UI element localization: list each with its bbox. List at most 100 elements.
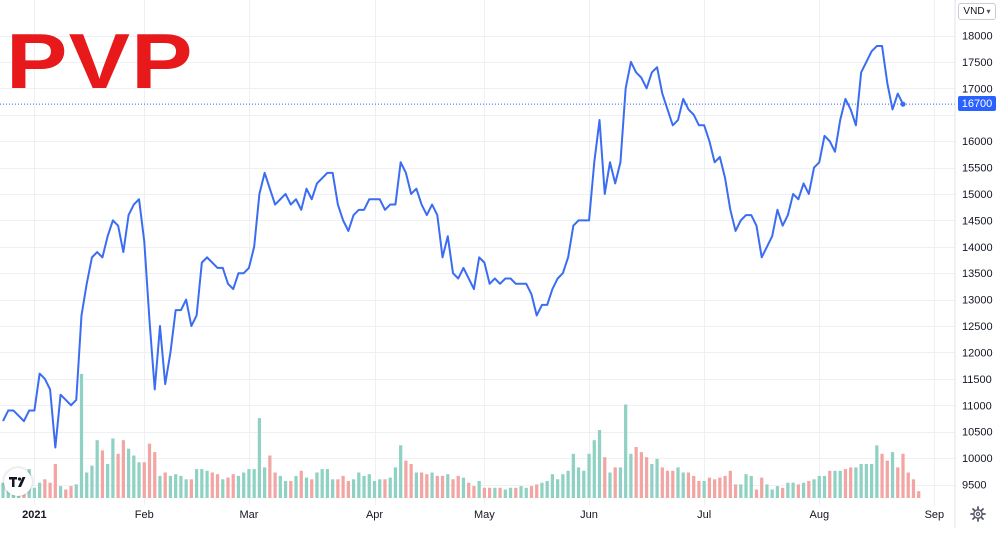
volume-bar xyxy=(43,479,47,498)
volume-bar xyxy=(451,479,455,498)
volume-bar xyxy=(655,458,659,498)
volume-bar xyxy=(90,465,94,498)
volume-bar xyxy=(32,487,37,498)
volume-bar xyxy=(493,487,497,498)
volume-bar xyxy=(890,452,895,498)
time-axis[interactable]: 2021 Feb Mar Apr May Jun Jul Aug Sep xyxy=(22,509,944,521)
volume-bar xyxy=(263,467,267,498)
volume-bar xyxy=(399,445,403,498)
volume-bar xyxy=(100,450,105,498)
volume-bar xyxy=(388,477,392,498)
volume-bar xyxy=(869,464,874,498)
volume-bar xyxy=(383,479,387,498)
volume-bar xyxy=(179,475,183,498)
volume-bar xyxy=(796,484,800,498)
volume-bar xyxy=(111,438,115,498)
volume-bar xyxy=(535,484,539,498)
volume-bar xyxy=(786,482,790,498)
volume-bar xyxy=(707,477,712,498)
tradingview-logo-icon[interactable] xyxy=(4,468,32,496)
time-axis-label: Mar xyxy=(239,509,258,521)
volume-bar xyxy=(341,475,345,498)
time-axis-label: 2021 xyxy=(22,509,46,521)
volume-bar xyxy=(189,479,193,498)
volume-bar xyxy=(299,470,303,498)
volume-bar xyxy=(754,489,759,498)
chevron-down-icon: ▾ xyxy=(986,7,991,16)
volume-bar xyxy=(304,477,309,498)
volume-bar xyxy=(362,475,366,498)
volume-bar xyxy=(221,479,225,498)
volume-bar xyxy=(561,474,565,498)
volume-bar xyxy=(901,453,905,498)
volume-bar xyxy=(236,475,241,498)
volume-bar xyxy=(278,475,282,498)
volume-bar xyxy=(676,467,680,498)
volume-bar xyxy=(859,464,863,498)
price-axis-label: 16000 xyxy=(962,136,993,148)
volume-bar xyxy=(126,448,131,498)
volume-bar xyxy=(325,469,330,498)
volume-bar xyxy=(629,453,633,498)
volume-bar xyxy=(524,487,528,498)
volume-bar xyxy=(147,443,152,498)
volume-bar xyxy=(257,418,262,498)
volume-bar xyxy=(508,487,513,498)
volume-bar xyxy=(200,469,204,498)
volume-bar xyxy=(828,470,832,498)
volume-bar xyxy=(95,440,99,498)
volume-bar xyxy=(556,479,560,498)
volume-bar xyxy=(529,486,534,498)
price-axis-label: 10000 xyxy=(962,453,993,465)
volume-bar xyxy=(498,487,502,498)
volume-bar xyxy=(603,457,607,498)
volume-bar xyxy=(744,474,748,498)
volume-bar xyxy=(906,472,910,498)
gear-icon[interactable] xyxy=(968,504,988,524)
volume-bar xyxy=(357,472,361,498)
volume-bar xyxy=(194,469,199,498)
price-axis-label: 12500 xyxy=(962,321,993,333)
volume-bar xyxy=(273,472,277,498)
volume-bar xyxy=(697,481,701,498)
volume-bar xyxy=(425,474,429,498)
volume-bar xyxy=(519,486,523,498)
last-price-point xyxy=(900,101,906,107)
volume-bar xyxy=(69,486,73,498)
currency-select[interactable]: VND ▾ xyxy=(958,3,996,20)
volume-bar xyxy=(372,481,377,498)
volume-bar xyxy=(571,453,575,498)
volume-bar xyxy=(106,464,110,498)
volume-bar xyxy=(456,475,460,498)
time-axis-label: Apr xyxy=(366,509,383,521)
volume-bar xyxy=(48,482,52,498)
grid xyxy=(0,0,955,505)
price-axis-label: 12000 xyxy=(962,347,993,359)
volume-bar xyxy=(770,489,774,498)
volume-bar xyxy=(545,481,549,498)
volume-bar xyxy=(252,469,256,498)
ticker-symbol: PVP xyxy=(6,17,194,105)
price-axis-label: 13500 xyxy=(962,268,993,280)
volume-bar xyxy=(723,475,727,498)
volume-bar xyxy=(665,470,670,498)
volume-bar xyxy=(634,447,638,498)
volume-bar xyxy=(477,481,481,498)
volume-bar xyxy=(461,477,466,498)
volume-bar xyxy=(215,474,220,498)
volume-bar xyxy=(404,460,408,498)
volume-bar xyxy=(639,452,643,498)
volume-bar xyxy=(885,460,889,498)
price-axis[interactable]: 9500 10000 10500 11000 11500 12000 12500 13000 1… xyxy=(962,31,993,492)
volume-bar xyxy=(608,472,612,498)
volume-bar xyxy=(733,484,738,498)
volume-bar xyxy=(911,479,916,498)
volume-bar xyxy=(597,430,602,498)
time-axis-label: Jun xyxy=(580,509,598,521)
volume-bar xyxy=(713,479,717,498)
volume-bar xyxy=(378,479,382,498)
time-axis-label: May xyxy=(474,509,495,521)
volume-bar xyxy=(692,475,696,498)
